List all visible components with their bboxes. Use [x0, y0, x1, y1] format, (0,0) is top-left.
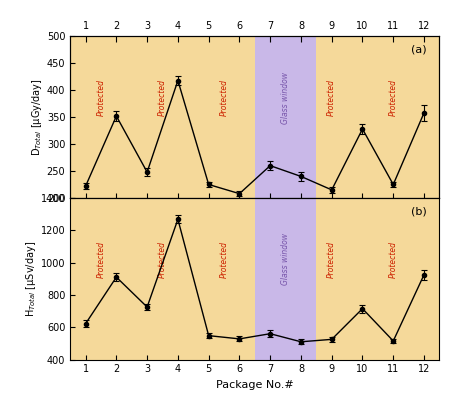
X-axis label: Package No.#: Package No.# [216, 380, 294, 390]
Bar [316, 198, 347, 360]
Bar [255, 36, 316, 198]
Bar [132, 36, 193, 198]
Bar [70, 198, 132, 360]
Text: Protected: Protected [96, 79, 106, 116]
Text: (a): (a) [411, 44, 426, 55]
Bar [193, 36, 255, 198]
Text: Protected: Protected [389, 241, 398, 278]
Y-axis label: D$_{Total}$ [μGy/day]: D$_{Total}$ [μGy/day] [30, 78, 44, 156]
Bar [193, 198, 255, 360]
Bar [132, 198, 193, 360]
Text: (b): (b) [411, 206, 426, 216]
Text: Protected: Protected [220, 241, 229, 278]
Bar [347, 198, 439, 360]
Bar [255, 198, 316, 360]
Text: Protected: Protected [327, 79, 336, 116]
Text: Protected: Protected [327, 241, 336, 278]
Bar [70, 36, 132, 198]
Bar [347, 36, 439, 198]
Text: Glass window: Glass window [281, 72, 290, 124]
Text: Protected: Protected [220, 79, 229, 116]
Text: Protected: Protected [158, 79, 167, 116]
Text: Protected: Protected [96, 241, 106, 278]
Text: Glass window: Glass window [281, 234, 290, 285]
Text: Protected: Protected [158, 241, 167, 278]
Y-axis label: H$_{Total}$ [μSv/day]: H$_{Total}$ [μSv/day] [24, 241, 38, 317]
Text: Protected: Protected [389, 79, 398, 116]
Bar [316, 36, 347, 198]
